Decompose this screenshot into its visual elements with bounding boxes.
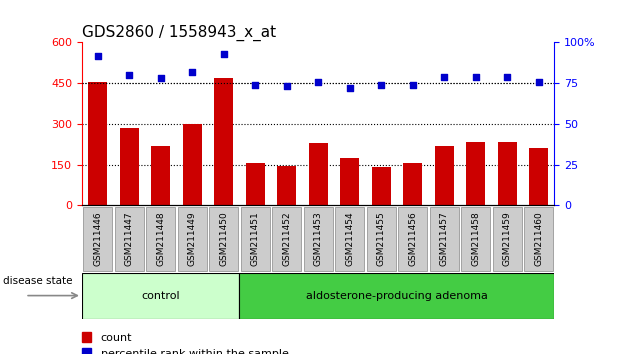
Text: GSM211460: GSM211460 xyxy=(534,212,543,266)
FancyBboxPatch shape xyxy=(304,207,333,271)
Bar xyxy=(246,163,265,205)
Point xyxy=(124,72,134,78)
Bar xyxy=(403,163,422,205)
Point xyxy=(187,69,197,75)
Bar xyxy=(214,78,233,205)
FancyBboxPatch shape xyxy=(272,207,301,271)
Point xyxy=(282,84,292,89)
Text: GSM211448: GSM211448 xyxy=(156,212,165,266)
Text: aldosterone-producing adenoma: aldosterone-producing adenoma xyxy=(306,291,488,301)
FancyBboxPatch shape xyxy=(239,273,554,319)
Text: GSM211454: GSM211454 xyxy=(345,212,354,266)
FancyBboxPatch shape xyxy=(524,207,553,271)
Point xyxy=(408,82,418,88)
Bar xyxy=(340,158,359,205)
Point xyxy=(471,74,481,80)
Point xyxy=(534,79,544,84)
Point xyxy=(219,51,229,57)
FancyBboxPatch shape xyxy=(493,207,522,271)
FancyBboxPatch shape xyxy=(146,207,175,271)
Bar xyxy=(183,124,202,205)
Point xyxy=(376,82,386,88)
Text: GSM211455: GSM211455 xyxy=(377,212,386,266)
Point xyxy=(439,74,449,80)
Text: GSM211456: GSM211456 xyxy=(408,212,417,266)
FancyBboxPatch shape xyxy=(398,207,427,271)
Text: GSM211452: GSM211452 xyxy=(282,212,291,266)
Point xyxy=(250,82,260,88)
Text: GSM211446: GSM211446 xyxy=(93,212,102,266)
FancyBboxPatch shape xyxy=(335,207,364,271)
Point xyxy=(156,75,166,81)
Text: GSM211458: GSM211458 xyxy=(471,212,480,266)
Point xyxy=(345,85,355,91)
Text: disease state: disease state xyxy=(3,276,72,286)
Text: count: count xyxy=(101,333,132,343)
FancyBboxPatch shape xyxy=(209,207,238,271)
Text: GSM211450: GSM211450 xyxy=(219,212,228,266)
Bar xyxy=(277,166,296,205)
FancyBboxPatch shape xyxy=(178,207,207,271)
Bar xyxy=(151,145,170,205)
Text: control: control xyxy=(141,291,180,301)
Text: GSM211451: GSM211451 xyxy=(251,212,260,266)
FancyBboxPatch shape xyxy=(461,207,490,271)
FancyBboxPatch shape xyxy=(83,207,112,271)
FancyBboxPatch shape xyxy=(115,207,144,271)
Point xyxy=(313,79,323,84)
Bar xyxy=(435,145,454,205)
Bar xyxy=(309,143,328,205)
FancyBboxPatch shape xyxy=(430,207,459,271)
FancyBboxPatch shape xyxy=(367,207,396,271)
Bar xyxy=(120,128,139,205)
Text: GSM211453: GSM211453 xyxy=(314,212,323,266)
Bar xyxy=(466,142,485,205)
Text: GSM211457: GSM211457 xyxy=(440,212,449,266)
Bar xyxy=(529,148,548,205)
Bar xyxy=(88,82,107,205)
Text: GDS2860 / 1558943_x_at: GDS2860 / 1558943_x_at xyxy=(82,25,276,41)
FancyBboxPatch shape xyxy=(241,207,270,271)
Text: percentile rank within the sample: percentile rank within the sample xyxy=(101,349,289,354)
Bar xyxy=(498,142,517,205)
Text: GSM211459: GSM211459 xyxy=(503,212,512,266)
Text: GSM211447: GSM211447 xyxy=(125,212,134,266)
Point xyxy=(93,53,103,58)
Point xyxy=(502,74,512,80)
Bar xyxy=(372,167,391,205)
Text: GSM211449: GSM211449 xyxy=(188,212,197,266)
FancyBboxPatch shape xyxy=(82,273,239,319)
